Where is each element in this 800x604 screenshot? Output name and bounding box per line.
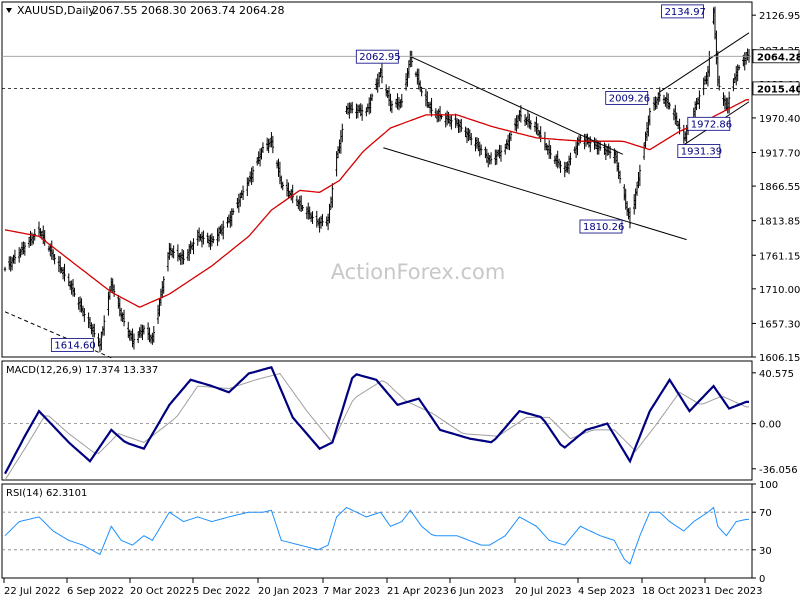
price-tick-label: 1813.85 [759, 217, 800, 228]
price-tick-label: 2126.95 [759, 11, 800, 22]
candles [3, 6, 751, 353]
x-axis: 22 Jul 2022 6 Sep 2022 20 Oct 2022 5 Dec 20… [3, 578, 763, 597]
x-tick-label: 5 Dec 2022 [193, 586, 251, 597]
x-tick-label: 18 Oct 2023 [642, 586, 704, 597]
rsi-tick-label: 30 [759, 546, 772, 557]
macd-panel-frame [1, 360, 753, 481]
pivot-label-box [50, 338, 94, 352]
channel-lower-trendline [383, 147, 687, 241]
x-tick-label: 20 Jul 2023 [515, 586, 572, 597]
macd-y-axis: 40.575 0.00 -36.056 [752, 369, 798, 476]
macd-tick-label: -36.056 [759, 465, 798, 476]
pivot-label-box [687, 116, 731, 131]
pivot-label-box [579, 219, 623, 234]
pivot-label-box [605, 91, 649, 105]
ohlc-values: 2067.55 2068.30 2063.74 2064.28 [92, 4, 284, 17]
pivot-label-box [677, 144, 721, 158]
watermark: ActionForex.com [331, 260, 506, 284]
price-tick-label: 1917.70 [759, 149, 800, 160]
x-tick-label: 22 Jul 2022 [4, 586, 61, 597]
price-tick-label: 1710.00 [759, 285, 800, 296]
macd-main-line [4, 365, 749, 475]
x-tick-label: 4 Sep 2023 [578, 586, 635, 597]
pivot-label: 2062.95 [359, 52, 400, 63]
channel-upper-trendline [410, 56, 624, 155]
rsi-tick-label: 100 [759, 480, 778, 491]
level-label: 2015.40 [757, 84, 800, 95]
x-tick-label: 20 Oct 2022 [130, 586, 192, 597]
pivot-label-box [355, 49, 399, 64]
price-tick-label: 1657.30 [759, 319, 800, 330]
price-annotations: 2064.28 2015.40 2134.97 2062.95 2009.26 1972.… [50, 4, 800, 352]
macd-tick-label: 40.575 [759, 369, 794, 380]
pivot-label: 1972.86 [691, 119, 732, 130]
symbol-title: XAUUSD,Daily [17, 4, 95, 17]
rsi-lines [2, 506, 752, 565]
pivot-label: 2134.97 [665, 7, 706, 18]
moving-average-line [4, 99, 749, 308]
pivot-label-box [661, 4, 704, 19]
x-tick-label: 21 Apr 2023 [387, 586, 449, 597]
pivot-label: 2009.26 [609, 93, 650, 104]
x-tick-label: 1 Dec 2023 [705, 586, 763, 597]
x-tick-label: 20 Jan 2023 [258, 586, 318, 597]
rsi-line [4, 506, 749, 565]
price-tick-label: 1970.40 [759, 114, 800, 125]
rsi-panel-frame [1, 483, 753, 579]
price-tick-label: 1866.55 [759, 182, 800, 193]
pivot-label: 1810.26 [583, 222, 624, 233]
current-price-label: 2064.28 [757, 52, 800, 63]
rsi-tick-label: 0 [759, 574, 765, 585]
x-tick-label: 6 Jun 2023 [450, 586, 504, 597]
old-resistance-trendline [4, 311, 112, 359]
price-panel-frame [1, 1, 753, 358]
rsi-y-axis: 100 70 30 0 [752, 480, 778, 585]
rsi-title: RSI(14) 62.3101 [6, 488, 87, 499]
pivot-label: 1614.60 [54, 340, 95, 351]
collapse-triangle-icon[interactable] [6, 8, 12, 13]
price-tick-label: 1761.15 [759, 251, 800, 262]
x-tick-label: 6 Sep 2022 [67, 586, 124, 597]
macd-title: MACD(12,26,9) 17.374 13.337 [6, 365, 158, 376]
x-tick-label: 7 Mar 2023 [323, 586, 380, 597]
price-tick-label: 1606.15 [759, 353, 800, 364]
macd-lines [2, 365, 752, 481]
current-price-box [752, 49, 800, 64]
level-box [752, 81, 800, 96]
pivot-label: 1931.39 [681, 147, 722, 158]
macd-tick-label: 0.00 [759, 420, 781, 431]
rising-resistance-trendline [659, 32, 750, 93]
rsi-tick-label: 70 [759, 508, 772, 519]
